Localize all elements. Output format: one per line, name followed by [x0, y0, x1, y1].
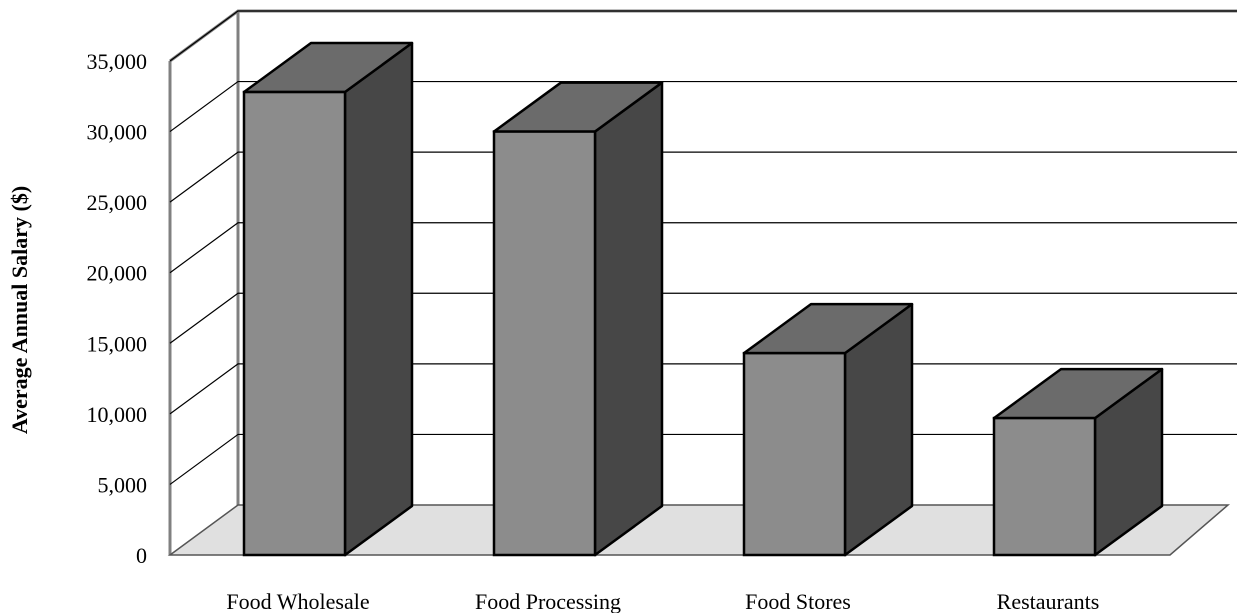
bar-front-face: [992, 416, 1097, 557]
bar-front-face: [492, 130, 597, 557]
x-category-label: Food Wholesale: [226, 589, 369, 613]
gridline: [169, 80, 1237, 133]
bar: [242, 41, 414, 557]
y-tick-label: 15,000: [87, 331, 148, 356]
gridline: [169, 292, 1237, 344]
bar-front-face: [242, 90, 347, 557]
y-tick-labels: 0 5,000 10,000 15,000 20,000 25,000 30,000 35,0…: [87, 49, 148, 568]
gridlines: [169, 10, 1237, 485]
y-tick-label: 30,000: [87, 120, 148, 145]
y-tick-label: 20,000: [87, 261, 148, 286]
y-tick-label: 25,000: [87, 190, 148, 215]
bars-group: [242, 41, 1164, 557]
bar: [492, 81, 664, 557]
x-category-labels: Food Wholesale Food Processing Food Stores…: [226, 589, 1099, 613]
bar: [992, 367, 1164, 557]
x-category-label: Restaurants: [997, 589, 1100, 613]
bar-side-face: [593, 81, 664, 557]
gridline: [169, 222, 1237, 274]
y-tick-label: 0: [136, 543, 147, 568]
bar-front-face: [742, 351, 847, 557]
bar: [742, 302, 914, 557]
bar-side-face: [343, 41, 414, 557]
x-category-label: Food Processing: [475, 589, 621, 613]
gridline: [169, 151, 1237, 203]
gridline: [169, 10, 1237, 62]
x-category-label: Food Stores: [745, 589, 851, 613]
y-tick-label: 35,000: [87, 49, 148, 74]
y-tick-label: 10,000: [87, 402, 148, 427]
y-axis-label: Average Annual Salary ($): [7, 186, 32, 434]
y-tick-label: 5,000: [98, 472, 148, 497]
